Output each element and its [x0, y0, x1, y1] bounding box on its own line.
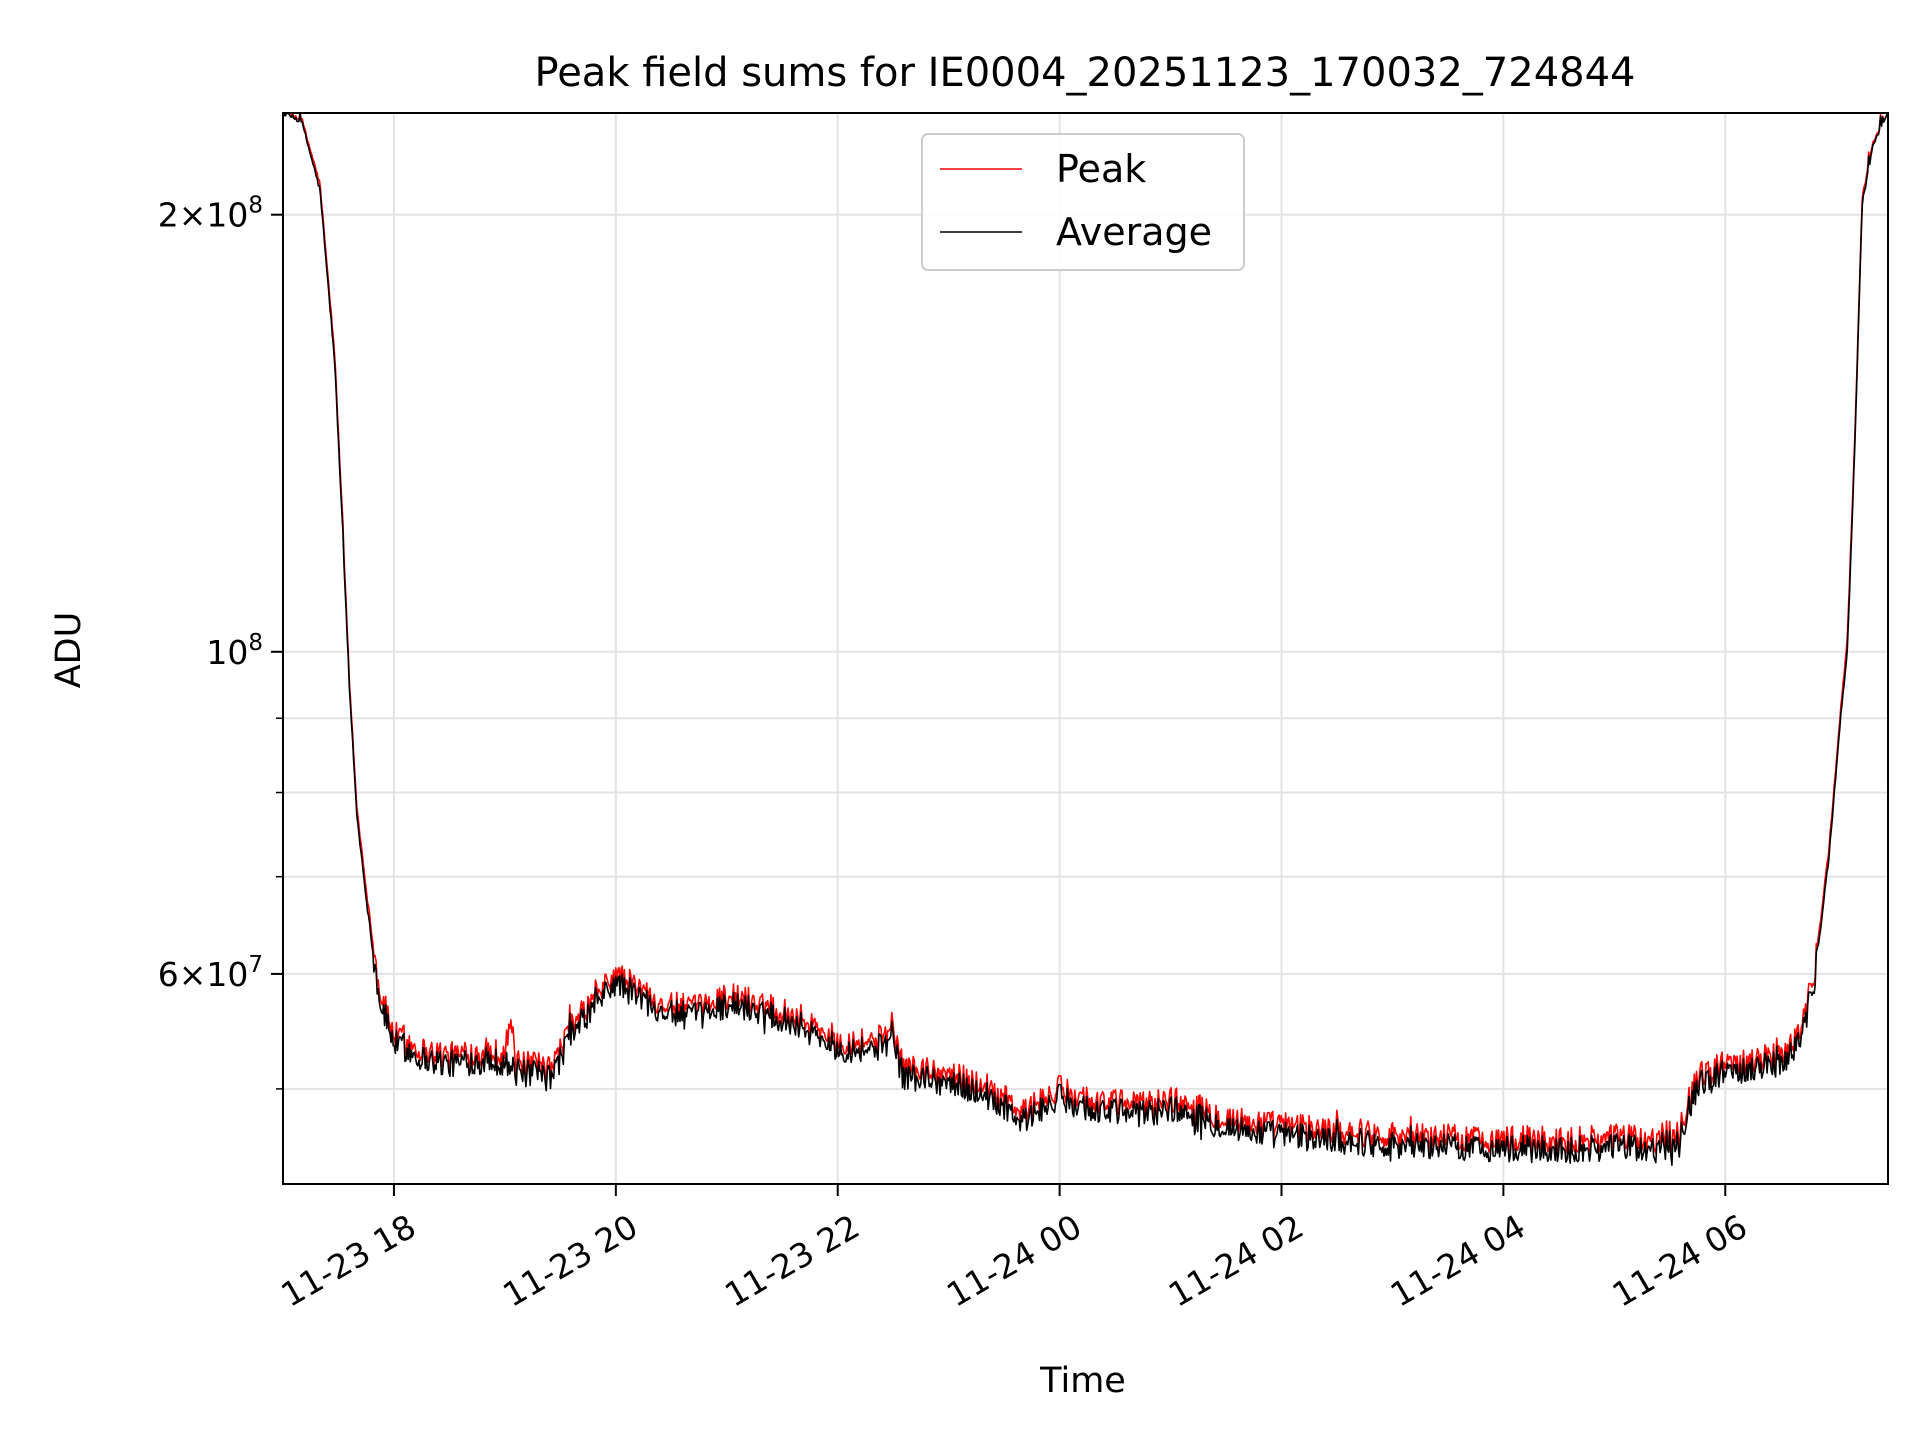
series-line-average: [282, 112, 1889, 1166]
y-tick-exponent: 8: [248, 193, 263, 219]
y-tick-exponent: 7: [248, 952, 263, 978]
legend: Peak Average: [921, 133, 1245, 271]
legend-label-peak: Peak: [1056, 147, 1146, 191]
x-axis-label: Time: [1039, 1361, 1126, 1401]
legend-box: [921, 133, 1245, 271]
plot-frame: [282, 112, 1889, 1185]
y-tick-mantissa: 6×10: [158, 955, 249, 994]
y-tick-mantissa: 2×10: [158, 196, 249, 235]
y-tick-label: 2×108: [158, 193, 263, 235]
y-tick-mantissa: 10: [206, 633, 248, 672]
y-tick-label: 108: [206, 630, 263, 672]
series-layer: [282, 112, 1889, 1166]
chart-title: Peak field sums for IE0004_20251123_1700…: [535, 50, 1636, 96]
y-axis-label: ADU: [49, 612, 89, 689]
y-tick-label: 6×107: [158, 952, 263, 994]
y-tick-exponent: 8: [248, 630, 263, 656]
legend-label-average: Average: [1056, 210, 1212, 254]
